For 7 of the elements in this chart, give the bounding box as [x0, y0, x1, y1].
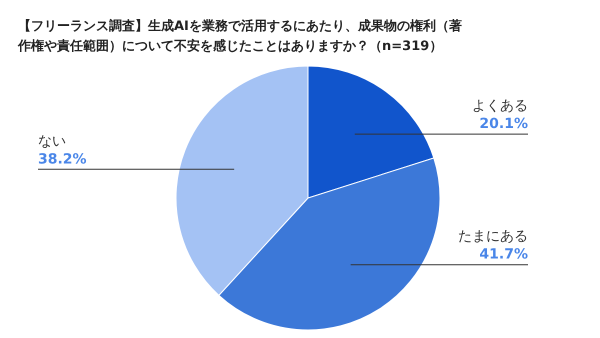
data-label: 41.7%	[479, 246, 528, 263]
data-label: 38.2%	[38, 151, 87, 168]
chart-title: 【フリーランス調査】生成AIを業務で活用するにあたり、成果物の権利（著作権や責任範囲）について不安を感じたことはありますか？（n=319）	[17, 18, 462, 54]
slice-label: よくある	[472, 98, 528, 114]
slice-label: たまにある	[458, 228, 528, 245]
slice-label: ない	[38, 133, 66, 150]
data-label: 20.1%	[479, 116, 528, 132]
